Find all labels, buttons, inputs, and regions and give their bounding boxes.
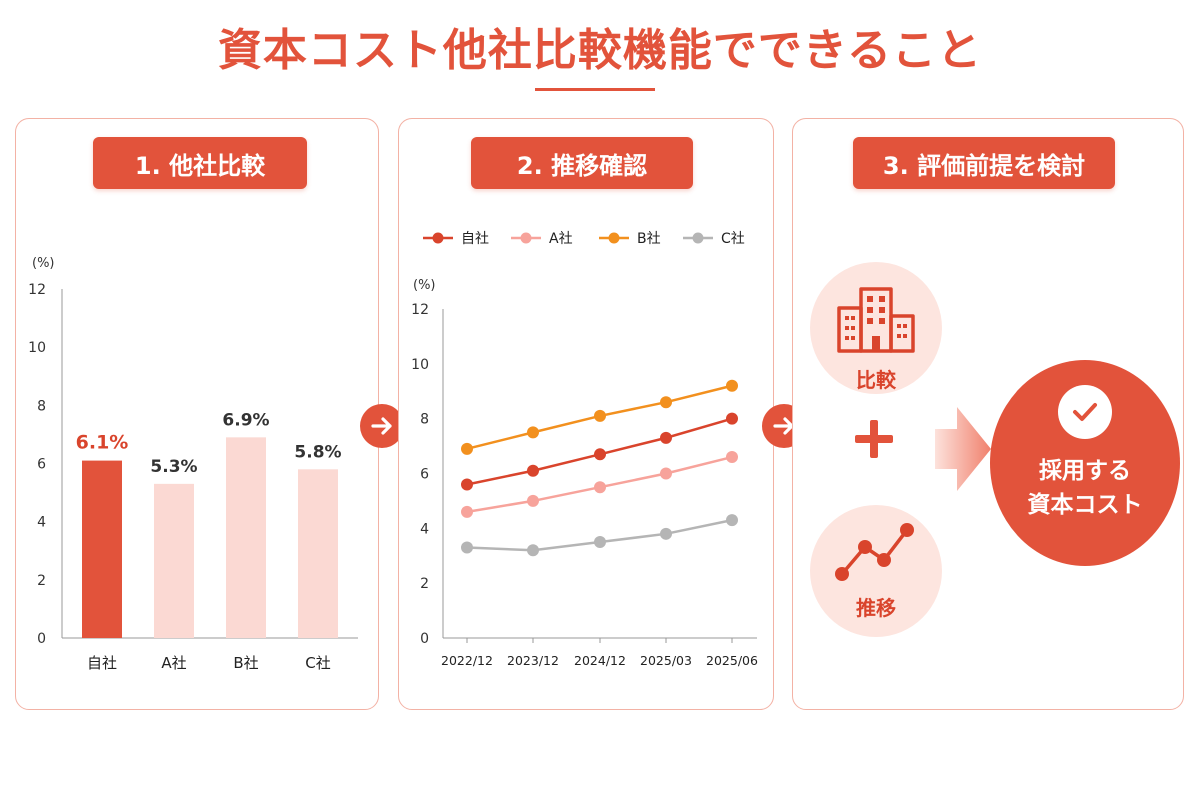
compare-label: 比較: [856, 368, 896, 392]
y-tick-label: 4: [420, 521, 429, 537]
title-underline: [535, 88, 655, 91]
data-point: [660, 527, 672, 540]
y-tick-label: 12: [28, 282, 46, 298]
x-tick-label: 2022/12: [441, 653, 493, 668]
y-tick-label: 6: [37, 457, 46, 473]
y-tick-label: 10: [28, 340, 46, 356]
data-point: [594, 409, 606, 422]
legend-label: B社: [637, 231, 661, 247]
bar-value-label: 6.1%: [76, 432, 129, 454]
data-point: [660, 431, 672, 444]
trend-circle: 推移: [810, 505, 942, 637]
adopted-cost-of-capital-circle: 採用する 資本コスト: [990, 360, 1180, 566]
data-point: [594, 536, 606, 549]
data-point: [726, 451, 738, 464]
data-point: [594, 448, 606, 461]
bar: [298, 469, 338, 638]
y-tick-label: 0: [420, 631, 429, 647]
data-point: [461, 541, 473, 554]
trend-line-icon: [835, 523, 914, 581]
y-tick-label: 0: [37, 631, 46, 647]
data-point: [726, 379, 738, 392]
x-tick-label: C社: [305, 654, 330, 672]
bar-value-label: 5.8%: [294, 442, 341, 462]
result-line1: 採用する: [1039, 458, 1131, 484]
x-tick-label: 自社: [87, 654, 117, 672]
legend-marker: [520, 232, 532, 244]
x-tick-label: 2024/12: [574, 653, 626, 668]
legend-label: C社: [721, 231, 745, 247]
building-icon: [837, 287, 915, 353]
data-point: [461, 505, 473, 518]
y-tick-label: 6: [420, 467, 429, 483]
bar-value-label: 5.3%: [150, 457, 197, 477]
y-tick-label: 12: [411, 302, 429, 318]
check-icon: [1058, 385, 1112, 439]
line-chart: (%) 0 2 4 6 8 10 12 2022/12 2023/12 2024/12 2025/03…: [411, 231, 758, 668]
y-unit-label: (%): [32, 256, 55, 271]
legend-label: 自社: [461, 231, 489, 247]
legend-marker: [608, 232, 620, 244]
arrow-right-icon: [360, 404, 404, 448]
x-tick-label: 2023/12: [507, 653, 559, 668]
y-tick-label: 4: [37, 515, 46, 531]
data-point: [527, 426, 539, 439]
result-line2: 資本コスト: [1027, 492, 1143, 518]
x-tick-label: 2025/06: [706, 653, 758, 668]
data-point: [527, 464, 539, 477]
data-point: [461, 478, 473, 491]
data-point: [726, 412, 738, 425]
data-point: [527, 544, 539, 557]
big-arrow-icon: [935, 407, 991, 491]
y-tick-label: 2: [420, 576, 429, 592]
y-tick-label: 10: [411, 357, 429, 373]
plus-icon: [855, 420, 893, 458]
panel-company-comparison: 1. 他社比較 (%) 0 2 4 6 8 10 12 6.1% 自社 5.3% A社 6.9% B社 5.…: [15, 118, 379, 710]
bar-value-label: 6.9%: [222, 410, 269, 430]
trend-label: 推移: [856, 596, 896, 620]
bar: [226, 437, 266, 638]
bar-chart: (%) 0 2 4 6 8 10 12 6.1% 自社 5.3% A社 6.9% B社 5.8% C社: [28, 256, 358, 672]
x-tick-label: 2025/03: [640, 653, 692, 668]
y-unit-label: (%): [413, 278, 436, 293]
data-point: [461, 442, 473, 455]
data-point: [660, 396, 672, 409]
x-tick-label: A社: [161, 654, 186, 672]
panel-label-comparison: 1. 他社比較: [93, 137, 307, 189]
y-tick-label: 8: [420, 412, 429, 428]
panel-trend: 2. 推移確認 (%) 0 2 4 6 8 10 12 2022/12 2023/12 2024/1…: [398, 118, 774, 710]
panel-label-trend: 2. 推移確認: [471, 137, 693, 189]
page-title: 資本コスト他社比較機能でできること: [217, 25, 983, 76]
bar: [82, 460, 122, 638]
legend-marker: [432, 232, 444, 244]
bar: [154, 483, 194, 638]
compare-circle: 比較: [810, 262, 942, 394]
x-tick-label: B社: [233, 654, 258, 672]
y-tick-label: 8: [37, 398, 46, 414]
panel-label-evaluate: 3. 評価前提を検討: [853, 137, 1115, 189]
data-point: [726, 514, 738, 527]
data-point: [594, 481, 606, 494]
data-point: [660, 467, 672, 480]
y-tick-label: 2: [37, 573, 46, 589]
data-point: [527, 494, 539, 507]
legend-marker: [692, 232, 704, 244]
legend-label: A社: [549, 231, 573, 247]
